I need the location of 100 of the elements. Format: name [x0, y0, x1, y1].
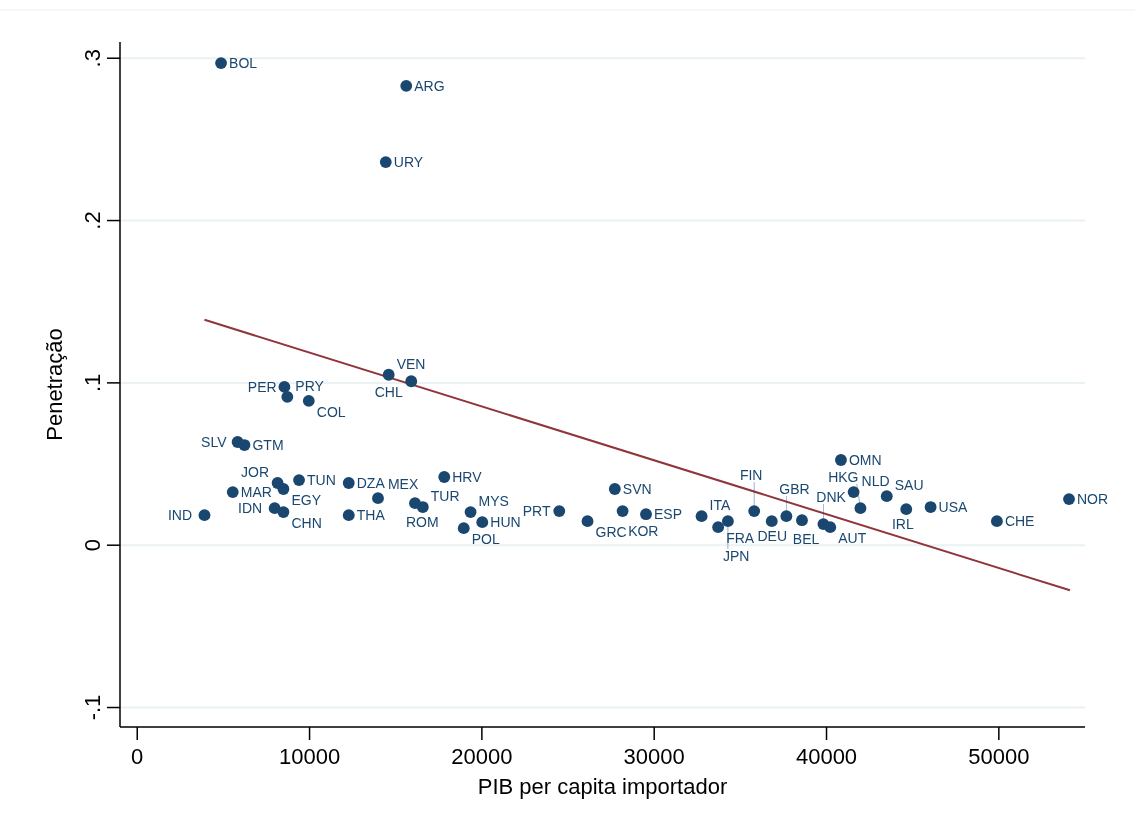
- point: [553, 505, 566, 518]
- data-label: DNK: [816, 488, 847, 505]
- point: [824, 521, 837, 534]
- data-label: CHL: [374, 384, 403, 401]
- x-tick-label: 50000: [968, 744, 1030, 769]
- data-label: TUN: [307, 472, 336, 489]
- data-label: VEN: [396, 355, 426, 372]
- data-label: SLV: [201, 433, 228, 450]
- data-label: GTM: [252, 436, 284, 453]
- data-label: COL: [316, 403, 346, 420]
- data-label: HUN: [490, 514, 521, 531]
- point: [581, 515, 594, 528]
- point: [226, 486, 239, 499]
- x-tick-label: 30000: [623, 744, 685, 769]
- point: [924, 501, 937, 513]
- point: [277, 483, 290, 495]
- data-label: JPN: [722, 547, 750, 564]
- data-label: IRL: [891, 516, 914, 533]
- point: [400, 79, 413, 92]
- point: [748, 505, 761, 518]
- data-label: ROM: [405, 514, 439, 531]
- data-label: ITA: [709, 497, 731, 514]
- data-label: BOL: [229, 55, 258, 71]
- data-label: POL: [471, 531, 500, 548]
- point: [198, 509, 211, 522]
- data-label: DEU: [757, 528, 788, 545]
- point: [880, 490, 893, 503]
- data-label: ARG: [414, 77, 445, 94]
- y-tick-label: .1: [80, 373, 105, 393]
- data-label: OMN: [848, 451, 882, 468]
- data-label: MEX: [387, 476, 419, 493]
- point: [342, 509, 355, 522]
- data-label: CHE: [1004, 513, 1035, 530]
- point: [1063, 493, 1075, 505]
- point: [405, 375, 418, 388]
- data-label: KOR: [628, 522, 659, 539]
- data-label: CHN: [291, 514, 322, 531]
- data-label: HKG: [828, 468, 859, 485]
- data-label: TUR: [430, 487, 460, 504]
- point: [765, 515, 778, 528]
- data-label: USA: [938, 498, 969, 515]
- y-tick-label: .2: [80, 211, 105, 230]
- data-label: PRY: [295, 377, 325, 394]
- data-label: PER: [247, 378, 277, 395]
- data-label: DZA: [356, 474, 386, 491]
- point: [278, 381, 291, 393]
- data-label: FRA: [726, 530, 755, 547]
- data-label: BEL: [792, 531, 820, 548]
- point: [372, 492, 384, 505]
- point: [616, 505, 629, 518]
- point: [608, 483, 621, 495]
- point: [438, 471, 451, 483]
- data-label: ESP: [654, 506, 683, 523]
- point: [640, 508, 652, 521]
- data-label: IND: [167, 507, 193, 524]
- point: [416, 501, 429, 513]
- data-label: EGY: [291, 491, 322, 508]
- x-tick-label: 20000: [451, 744, 513, 769]
- x-tick-label: 40000: [795, 744, 858, 769]
- data-label: NLD: [861, 473, 890, 490]
- y-tick-label: -.1: [80, 694, 105, 721]
- x-tick-label: 0: [131, 744, 144, 769]
- x-axis-title: PIB per capita importador: [477, 774, 728, 799]
- data-label: HRV: [452, 468, 483, 485]
- point: [847, 486, 860, 499]
- point: [835, 454, 847, 466]
- point: [780, 510, 793, 523]
- data-label: MYS: [478, 492, 509, 509]
- point: [796, 514, 808, 527]
- point: [476, 516, 489, 529]
- point: [302, 394, 315, 407]
- point: [382, 368, 395, 381]
- data-label: GRC: [595, 524, 627, 541]
- data-label: NOR: [1077, 491, 1109, 507]
- data-label: URY: [393, 154, 424, 171]
- data-label: SVN: [622, 480, 652, 497]
- point: [215, 57, 227, 70]
- data-label: FIN: [739, 467, 763, 484]
- point: [268, 502, 281, 515]
- point: [464, 506, 477, 518]
- point: [281, 390, 294, 403]
- data-label: GBR: [779, 481, 810, 497]
- point: [238, 439, 251, 451]
- y-axis-title: Penetração: [42, 328, 67, 441]
- data-label: AUT: [838, 530, 867, 547]
- point: [900, 503, 913, 516]
- data-label: MAR: [240, 484, 272, 501]
- point: [712, 521, 725, 534]
- point: [854, 502, 867, 515]
- y-tick-label: .3: [80, 49, 105, 68]
- point: [990, 515, 1003, 528]
- point: [342, 477, 355, 489]
- point: [293, 474, 305, 487]
- point: [695, 510, 708, 523]
- data-label: JOR: [241, 463, 270, 480]
- point: [379, 156, 392, 169]
- data-label: PRT: [522, 503, 551, 520]
- point: [721, 515, 734, 528]
- y-tick-label: 0: [80, 539, 105, 552]
- data-label: THA: [356, 507, 386, 524]
